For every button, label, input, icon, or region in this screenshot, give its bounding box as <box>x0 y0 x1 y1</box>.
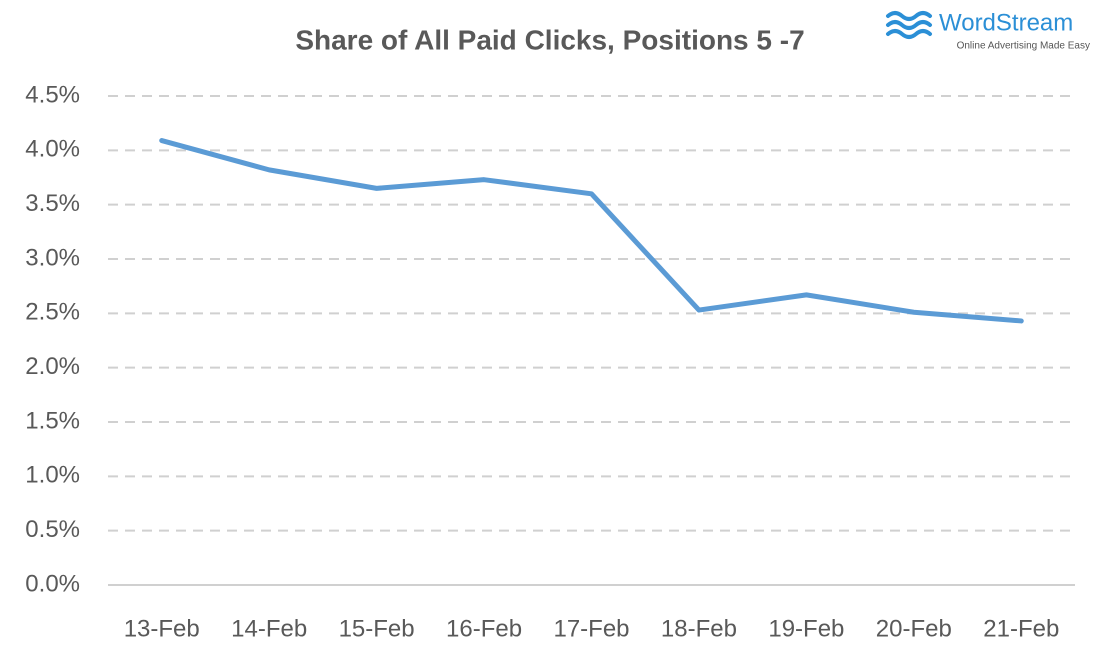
y-tick-label: 1.5% <box>25 407 80 434</box>
x-tick-label: 13-Feb <box>124 615 200 642</box>
x-tick-label: 16-Feb <box>446 615 522 642</box>
x-tick-label: 20-Feb <box>876 615 952 642</box>
logo-wave <box>886 29 932 39</box>
y-tick-label: 1.0% <box>25 462 80 489</box>
logo-name: WordStream <box>939 9 1073 36</box>
y-tick-label: 3.5% <box>25 190 80 217</box>
logo-wave <box>886 20 932 30</box>
logo: WordStream Online Advertising Made Easy <box>886 9 1090 52</box>
x-tick-label: 21-Feb <box>983 615 1059 642</box>
y-tick-label: 0.5% <box>25 516 80 543</box>
x-tick-label: 18-Feb <box>661 615 737 642</box>
chart-title: Share of All Paid Clicks, Positions 5 -7 <box>295 24 804 55</box>
y-tick-label: 2.5% <box>25 299 80 326</box>
logo-wave <box>886 11 932 21</box>
x-tick-label: 19-Feb <box>768 615 844 642</box>
x-tick-label: 14-Feb <box>231 615 307 642</box>
y-tick-label: 4.5% <box>25 81 80 108</box>
y-tick-label: 4.0% <box>25 136 80 163</box>
y-tick-label: 2.0% <box>25 353 80 380</box>
x-tick-label: 15-Feb <box>339 615 415 642</box>
y-tick-label: 0.0% <box>25 570 80 597</box>
line <box>159 138 1024 324</box>
x-tick-label: 17-Feb <box>553 615 629 642</box>
logo-icon <box>886 11 932 39</box>
y-tick-label: 3.0% <box>25 244 80 271</box>
logo-tagline: Online Advertising Made Easy <box>957 41 1090 52</box>
